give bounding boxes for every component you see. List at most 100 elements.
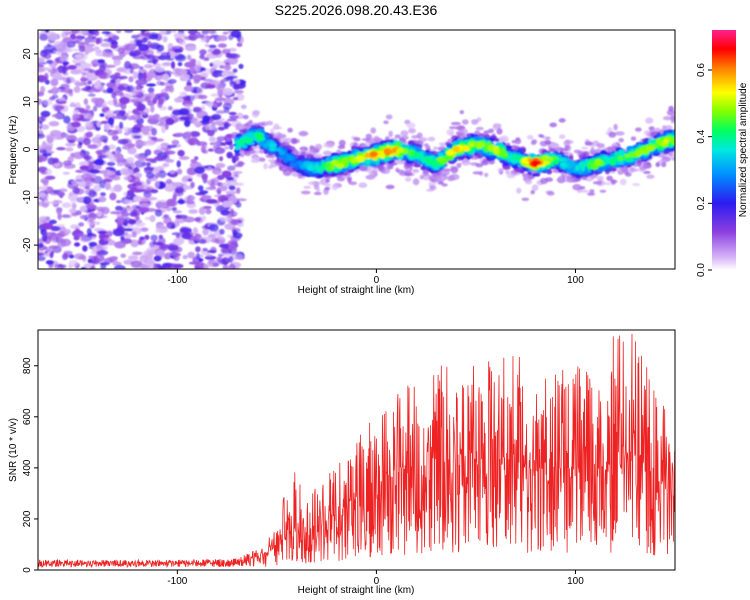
heatmap-cell bbox=[596, 143, 605, 149]
heatmap-cell bbox=[159, 81, 166, 86]
heatmap-cell bbox=[632, 183, 641, 186]
heatmap-cell bbox=[173, 237, 185, 245]
heatmap-cell bbox=[176, 160, 181, 168]
heatmap-cell bbox=[161, 62, 172, 67]
heatmap-cell bbox=[51, 86, 59, 95]
x-tick-label: 0 bbox=[374, 576, 380, 587]
heatmap-cell bbox=[431, 176, 442, 180]
heatmap-cell bbox=[477, 133, 485, 138]
heatmap-cell bbox=[66, 77, 71, 84]
heatmap-cell bbox=[532, 173, 538, 177]
heatmap-cell bbox=[559, 134, 566, 139]
heatmap-cell bbox=[521, 197, 530, 201]
heatmap-cell bbox=[86, 218, 96, 226]
heatmap-cell bbox=[426, 158, 435, 164]
heatmap-cell bbox=[527, 171, 533, 176]
heatmap-cell bbox=[93, 69, 105, 77]
heatmap-cell bbox=[201, 173, 208, 181]
heatmap-cell bbox=[143, 250, 155, 257]
heatmap-cell bbox=[222, 31, 229, 35]
heatmap-cell bbox=[137, 72, 144, 80]
heatmap-cell bbox=[172, 210, 183, 214]
heatmap-cell bbox=[158, 55, 168, 61]
heatmap-cell bbox=[353, 137, 361, 142]
heatmap-cell bbox=[331, 184, 338, 191]
heatmap-cell bbox=[48, 121, 60, 127]
heatmap-cell bbox=[95, 206, 106, 211]
heatmap-cell bbox=[194, 217, 201, 222]
heatmap-cell bbox=[88, 212, 97, 221]
heatmap-cell bbox=[228, 111, 237, 116]
colorbar-tick-label: 0.6 bbox=[696, 63, 707, 77]
heatmap-cell bbox=[314, 163, 319, 170]
heatmap-cell bbox=[132, 209, 138, 216]
heatmap-cell bbox=[72, 113, 80, 119]
heatmap-cell bbox=[606, 175, 613, 181]
heatmap-cell bbox=[82, 245, 88, 252]
heatmap-cell bbox=[248, 119, 253, 126]
heatmap-cell bbox=[135, 78, 148, 86]
heatmap-cell bbox=[103, 237, 112, 242]
heatmap-cell bbox=[187, 30, 198, 35]
heatmap-cell bbox=[130, 239, 139, 248]
heatmap-cell bbox=[98, 84, 104, 91]
heatmap-cell bbox=[217, 35, 228, 42]
heatmap-cell bbox=[202, 228, 209, 236]
heatmap-cell bbox=[143, 141, 155, 147]
heatmap-cell bbox=[86, 74, 98, 81]
heatmap-cell bbox=[208, 259, 215, 265]
heatmap-cell bbox=[235, 187, 241, 194]
heatmap-cell bbox=[572, 183, 582, 191]
heatmap-cell bbox=[135, 172, 142, 179]
heatmap-cell bbox=[303, 147, 308, 152]
heatmap-cell bbox=[150, 105, 155, 113]
heatmap-cell bbox=[62, 171, 70, 175]
heatmap-cell bbox=[459, 128, 468, 135]
heatmap-cell bbox=[418, 137, 428, 142]
heatmap-cell bbox=[599, 189, 607, 193]
heatmap-cell bbox=[319, 167, 324, 172]
heatmap-cell bbox=[57, 100, 67, 105]
heatmap-cell bbox=[38, 216, 50, 223]
heatmap-cell bbox=[165, 198, 176, 207]
heatmap-cell bbox=[361, 138, 371, 141]
heatmap-cell bbox=[106, 161, 116, 166]
heatmap-cell bbox=[117, 47, 125, 54]
x-tick-label: 100 bbox=[567, 275, 584, 286]
heatmap-cell bbox=[171, 224, 176, 229]
heatmap-cell bbox=[475, 126, 484, 131]
heatmap-cell bbox=[149, 44, 162, 49]
heatmap-cell bbox=[130, 98, 138, 103]
heatmap-cell bbox=[96, 210, 103, 217]
heatmap-cell bbox=[187, 54, 192, 61]
heatmap-cell bbox=[63, 250, 73, 256]
heatmap-cell bbox=[298, 130, 309, 137]
heatmap-cell bbox=[78, 60, 86, 64]
heatmap-cell bbox=[206, 250, 217, 253]
heatmap-cell bbox=[446, 129, 455, 136]
heatmap-cell bbox=[115, 205, 123, 211]
heatmap-cell bbox=[511, 140, 516, 144]
heatmap-cell bbox=[114, 264, 126, 269]
spectrogram-x-label: Height of straight line (km) bbox=[298, 285, 415, 296]
heatmap-cell bbox=[85, 104, 91, 110]
heatmap-cell bbox=[61, 133, 70, 139]
heatmap-cell bbox=[226, 151, 233, 159]
heatmap-cell bbox=[210, 93, 220, 97]
heatmap-cell bbox=[70, 69, 82, 75]
heatmap-cell bbox=[661, 161, 667, 168]
heatmap-cell bbox=[206, 53, 218, 59]
heatmap-cell bbox=[600, 150, 607, 155]
heatmap-cell bbox=[590, 174, 597, 179]
heatmap-cell bbox=[438, 142, 446, 146]
heatmap-cell bbox=[233, 163, 242, 168]
heatmap-cell bbox=[106, 170, 116, 176]
heatmap-cell bbox=[113, 97, 118, 105]
heatmap-cell bbox=[224, 146, 230, 150]
heatmap-cell bbox=[100, 120, 109, 124]
heatmap-cell bbox=[111, 135, 119, 141]
heatmap-cell bbox=[102, 52, 115, 58]
heatmap-cell bbox=[540, 177, 548, 185]
